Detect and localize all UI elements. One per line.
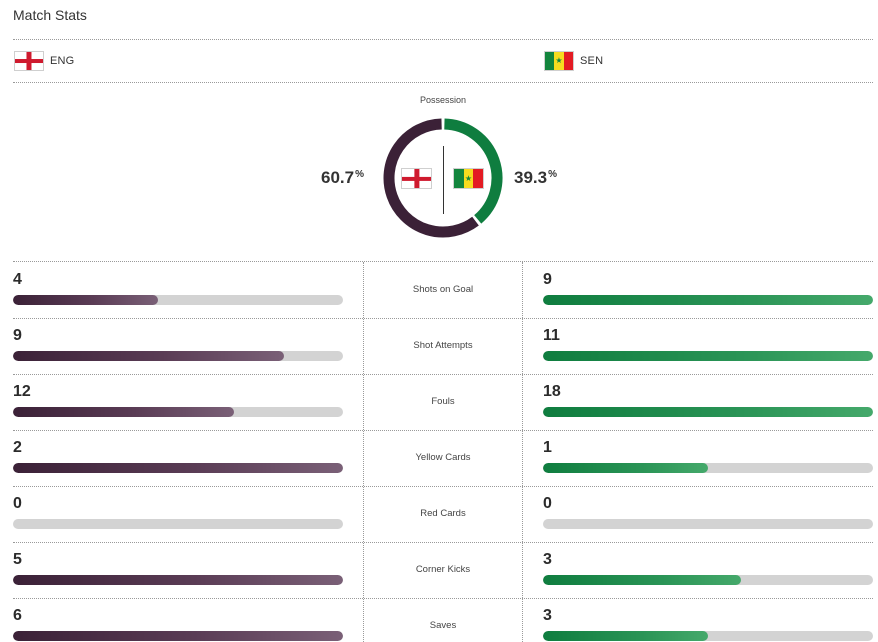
divider xyxy=(13,374,873,375)
away-stat-bar xyxy=(543,463,873,473)
home-stat-value: 12 xyxy=(13,383,31,400)
stat-label: Shot Attempts xyxy=(413,340,473,351)
home-stat-bar-fill xyxy=(13,631,343,641)
senegal-flag-icon: ★ xyxy=(544,51,574,71)
home-stat-value: 6 xyxy=(13,607,22,624)
stat-row: 2 Yellow Cards 1 xyxy=(0,430,878,486)
stat-row: 6 Saves 3 xyxy=(0,598,878,642)
home-team-header: ENG xyxy=(14,51,74,71)
home-stat-bar xyxy=(13,407,343,417)
england-flag-icon xyxy=(401,168,432,189)
away-stat-value: 9 xyxy=(543,271,552,288)
divider xyxy=(13,39,873,40)
away-stat-bar-fill xyxy=(543,463,708,473)
stat-label: Shots on Goal xyxy=(412,284,474,295)
column-divider xyxy=(363,262,364,642)
away-team-header: ★ SEN xyxy=(544,51,603,71)
away-possession-value: 39.3% xyxy=(514,168,557,187)
away-stat-value: 3 xyxy=(543,607,552,624)
away-stat-bar xyxy=(543,351,873,361)
divider xyxy=(13,430,873,431)
home-stat-value: 9 xyxy=(13,327,22,344)
divider xyxy=(13,318,873,319)
senegal-flag-icon: ★ xyxy=(453,168,484,189)
home-stat-bar xyxy=(13,463,343,473)
home-stat-value: 5 xyxy=(13,551,22,568)
away-stat-bar xyxy=(543,295,873,305)
home-stat-value: 4 xyxy=(13,271,22,288)
divider xyxy=(13,598,873,599)
away-stat-bar-fill xyxy=(543,407,873,417)
stat-row: 0 Red Cards 0 xyxy=(0,486,878,542)
away-stat-bar xyxy=(543,407,873,417)
stat-label: Corner Kicks xyxy=(415,564,471,575)
stat-row: 12 Fouls 18 xyxy=(0,374,878,430)
away-stat-value: 11 xyxy=(543,327,560,344)
away-stat-bar xyxy=(543,631,873,641)
donut-divider xyxy=(443,146,444,214)
away-possession-arc xyxy=(444,118,503,224)
home-stat-bar xyxy=(13,631,343,641)
stat-row: 9 Shot Attempts 11 xyxy=(0,318,878,374)
stat-label: Saves xyxy=(429,620,457,631)
away-stat-bar xyxy=(543,519,873,529)
divider xyxy=(13,486,873,487)
home-stat-bar xyxy=(13,295,343,305)
home-stat-bar xyxy=(13,575,343,585)
home-stat-value: 2 xyxy=(13,439,22,456)
away-stat-bar-fill xyxy=(543,295,873,305)
england-flag-icon xyxy=(14,51,44,71)
away-stat-bar-fill xyxy=(543,575,741,585)
away-stat-value: 0 xyxy=(543,495,552,512)
divider xyxy=(13,82,873,83)
home-stat-bar-fill xyxy=(13,407,235,417)
possession-label: Possession xyxy=(419,95,467,105)
home-team-code: ENG xyxy=(50,55,75,67)
home-stat-bar-fill xyxy=(13,463,343,473)
column-divider xyxy=(522,262,523,642)
match-stats-title: Match Stats xyxy=(13,7,87,23)
home-stat-bar xyxy=(13,351,343,361)
possession-donut-chart xyxy=(383,118,503,238)
divider xyxy=(13,261,873,262)
away-team-code: SEN xyxy=(580,55,604,67)
stat-label: Yellow Cards xyxy=(415,452,471,463)
home-stat-bar-fill xyxy=(13,575,343,585)
divider xyxy=(13,542,873,543)
away-stat-value: 1 xyxy=(543,439,552,456)
away-stat-value: 3 xyxy=(543,551,552,568)
home-stat-bar xyxy=(13,519,343,529)
away-stat-value: 18 xyxy=(543,383,561,400)
away-stat-bar-fill xyxy=(543,631,708,641)
stat-label: Fouls xyxy=(431,396,455,407)
home-stat-value: 0 xyxy=(13,495,22,512)
stat-row: 4 Shots on Goal 9 xyxy=(0,262,878,318)
away-stat-bar xyxy=(543,575,873,585)
home-possession-arc xyxy=(383,118,479,238)
home-possession-value: 60.7% xyxy=(321,168,364,187)
home-stat-bar-fill xyxy=(13,295,159,305)
home-stat-bar-fill xyxy=(13,351,284,361)
stat-row: 5 Corner Kicks 3 xyxy=(0,542,878,598)
stat-label: Red Cards xyxy=(420,508,466,519)
away-stat-bar-fill xyxy=(543,351,873,361)
